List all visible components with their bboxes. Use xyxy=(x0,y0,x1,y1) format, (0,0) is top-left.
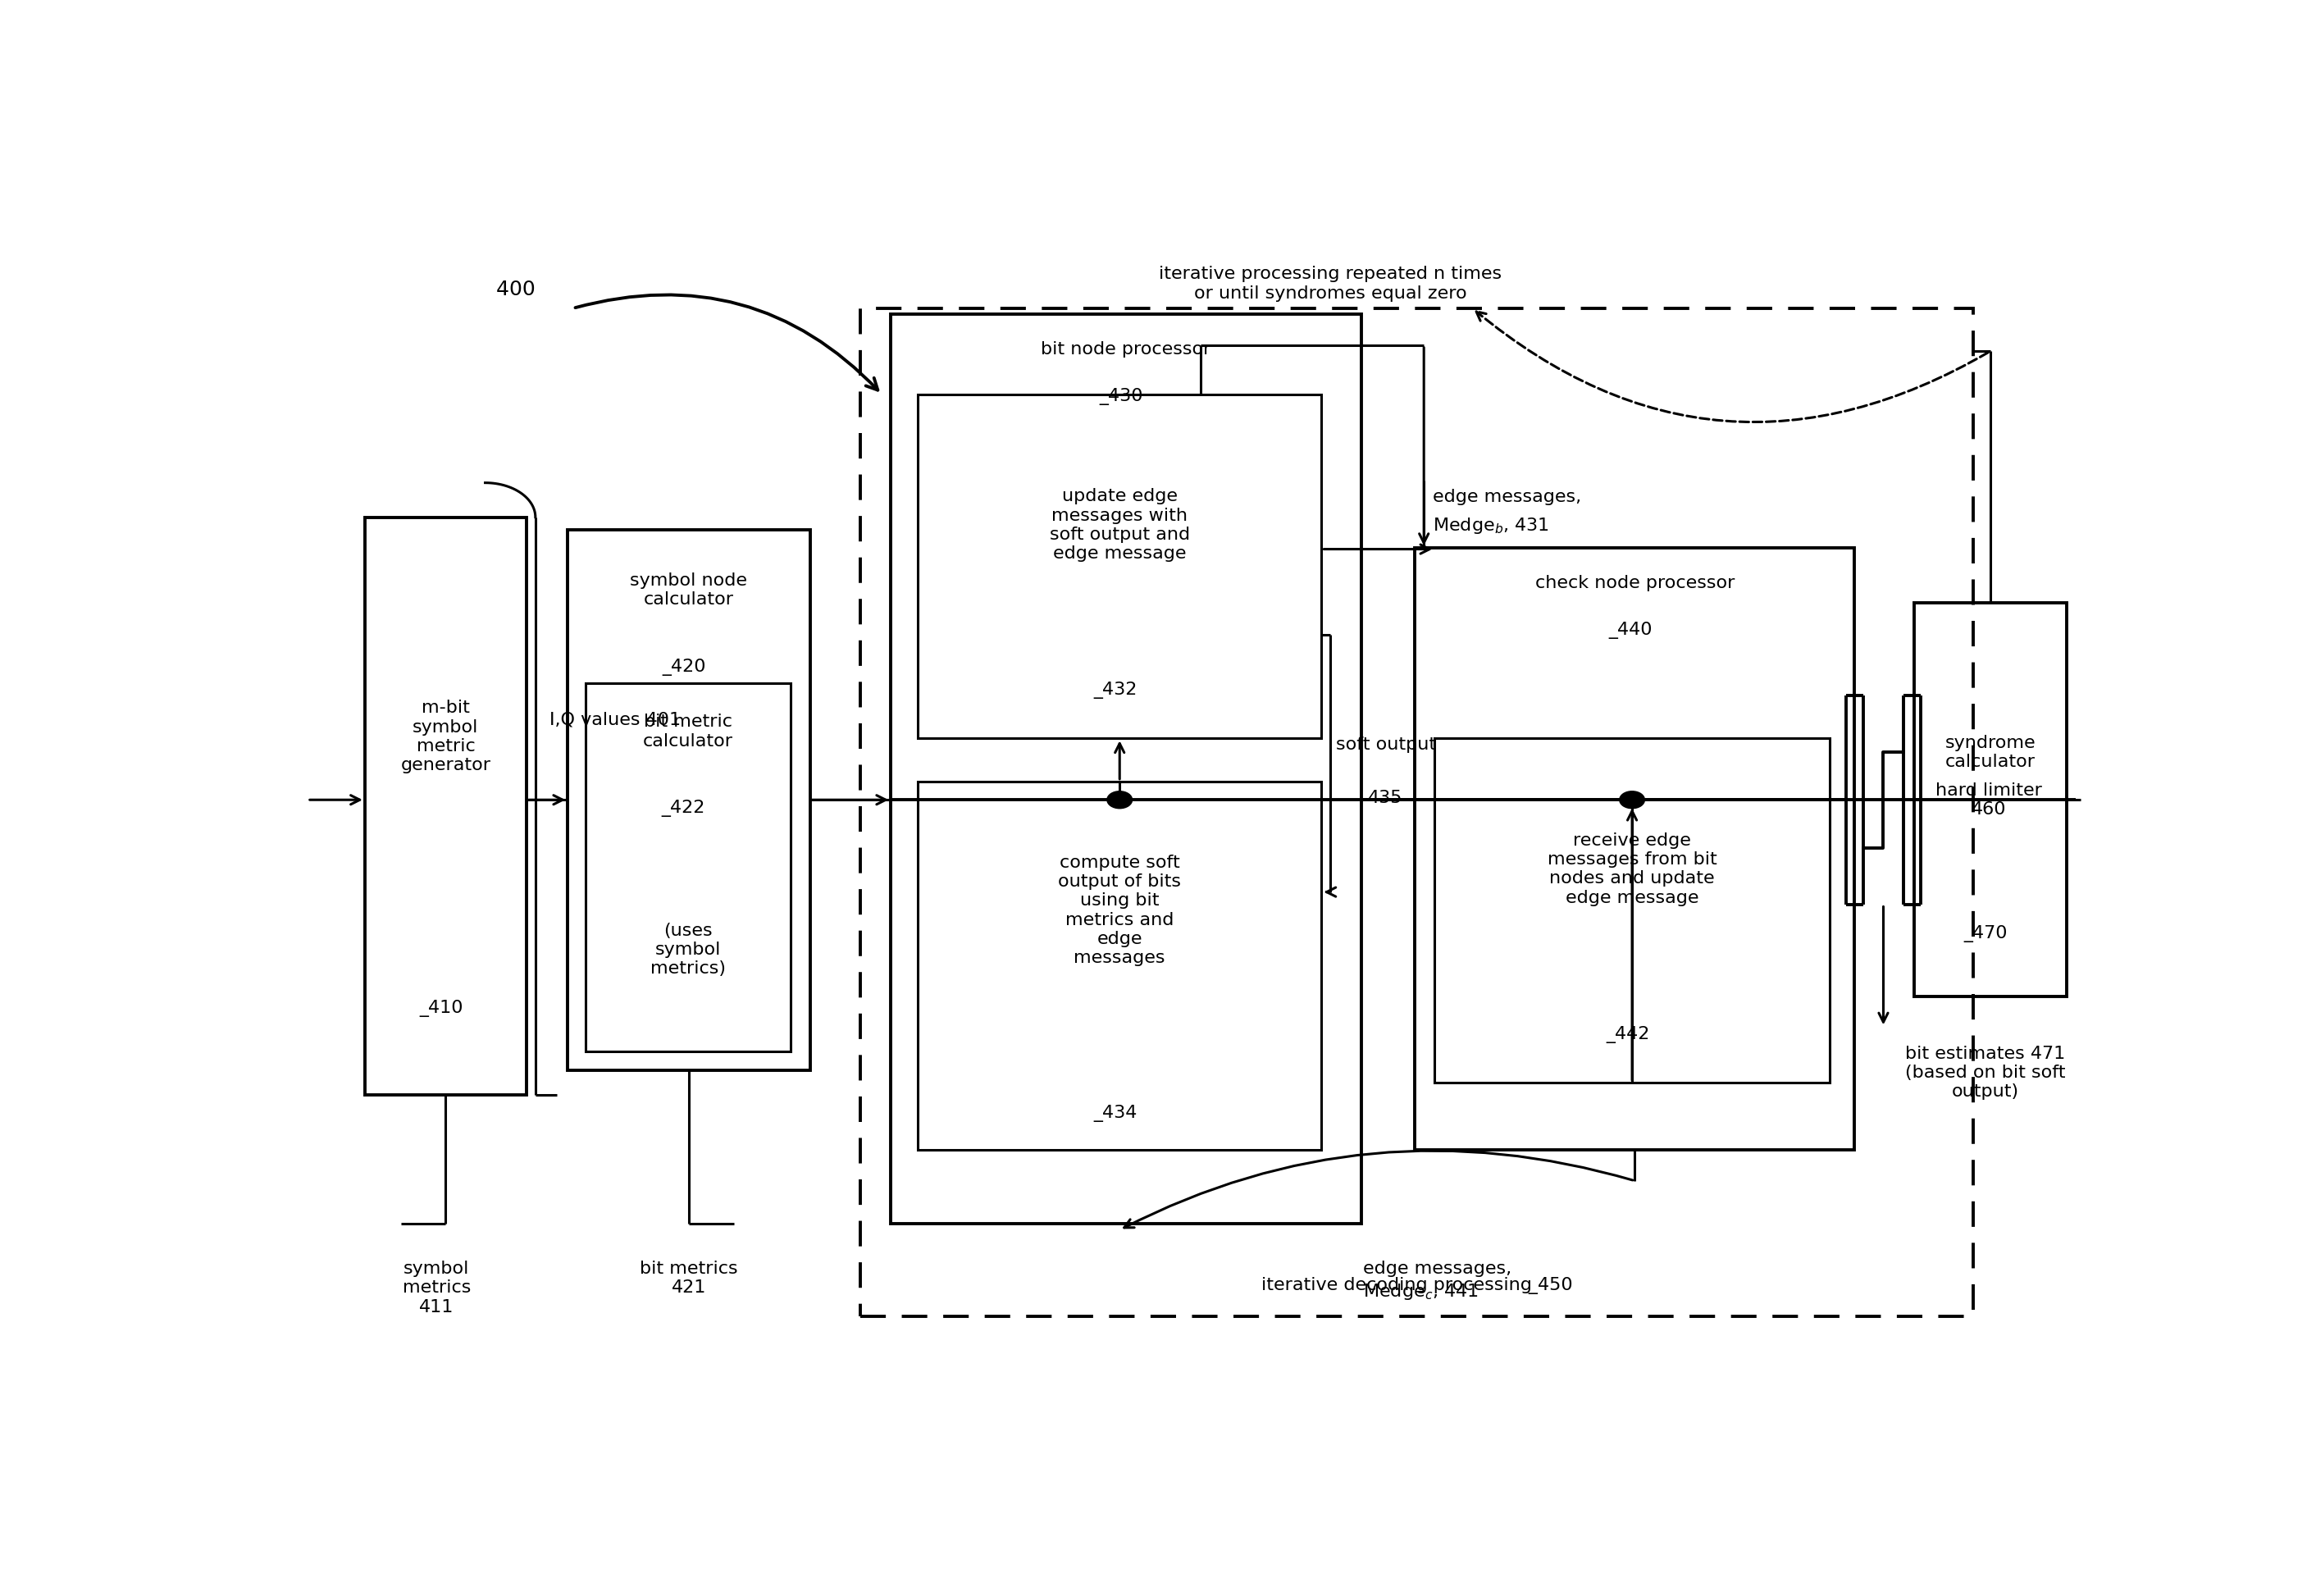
Text: ̲430: ̲430 xyxy=(1109,388,1144,405)
Text: bit node processor: bit node processor xyxy=(1040,342,1211,358)
Bar xyxy=(567,530,811,1071)
Text: I,Q values 401: I,Q values 401 xyxy=(549,712,681,728)
Text: Medge$_c$, 441: Medge$_c$, 441 xyxy=(1362,1282,1478,1301)
Text: (uses
symbol
metrics): (uses symbol metrics) xyxy=(651,922,725,977)
Bar xyxy=(859,308,1973,1317)
Text: symbol
metrics
411: symbol metrics 411 xyxy=(403,1261,470,1315)
Text: soft output: soft output xyxy=(1336,737,1436,753)
Text: 400: 400 xyxy=(496,279,542,300)
Bar xyxy=(917,394,1322,739)
Text: ̲470: ̲470 xyxy=(1973,926,2008,942)
Text: m-bit
symbol
metric
generator: m-bit symbol metric generator xyxy=(401,701,491,774)
Circle shape xyxy=(1619,792,1644,809)
Bar xyxy=(366,517,526,1095)
Text: ̲442: ̲442 xyxy=(1614,1026,1649,1042)
Text: update edge
messages with
soft output and
edge message: update edge messages with soft output an… xyxy=(1049,488,1190,562)
Circle shape xyxy=(1107,792,1133,809)
Text: bit metrics
421: bit metrics 421 xyxy=(639,1261,739,1296)
Bar xyxy=(892,314,1362,1224)
Text: 435: 435 xyxy=(1369,790,1403,806)
Text: ̲420: ̲420 xyxy=(672,659,706,675)
Text: ̲440: ̲440 xyxy=(1617,622,1651,638)
Bar xyxy=(1415,547,1855,1151)
Text: ̲432: ̲432 xyxy=(1102,681,1137,699)
Bar xyxy=(1434,739,1830,1082)
Text: edge messages,: edge messages, xyxy=(1362,1261,1512,1277)
Text: bit metric
calculator: bit metric calculator xyxy=(644,713,734,749)
Text: receive edge
messages from bit
nodes and update
edge message: receive edge messages from bit nodes and… xyxy=(1547,833,1716,907)
Bar xyxy=(586,683,790,1052)
Text: syndrome
calculator: syndrome calculator xyxy=(1945,734,2036,771)
Text: ̲434: ̲434 xyxy=(1102,1104,1137,1122)
Text: Medge$_b$, 431: Medge$_b$, 431 xyxy=(1434,516,1549,536)
Text: ̲422: ̲422 xyxy=(672,800,706,817)
Text: hard limiter
460: hard limiter 460 xyxy=(1936,782,2043,817)
Text: bit estimates 471
(based on bit soft
output): bit estimates 471 (based on bit soft out… xyxy=(1904,1045,2066,1100)
Bar xyxy=(917,782,1322,1151)
Text: compute soft
output of bits
using bit
metrics and
edge
messages: compute soft output of bits using bit me… xyxy=(1058,855,1181,966)
Text: iterative processing repeated n times
or until syndromes equal zero: iterative processing repeated n times or… xyxy=(1158,267,1503,302)
Text: ̲410: ̲410 xyxy=(428,999,463,1017)
Text: iterative decoding processing ̲450: iterative decoding processing ̲450 xyxy=(1260,1277,1573,1294)
Bar xyxy=(1913,603,2066,996)
Text: symbol node
calculator: symbol node calculator xyxy=(630,573,748,608)
Text: check node processor: check node processor xyxy=(1536,575,1735,592)
Text: edge messages,: edge messages, xyxy=(1434,488,1582,504)
